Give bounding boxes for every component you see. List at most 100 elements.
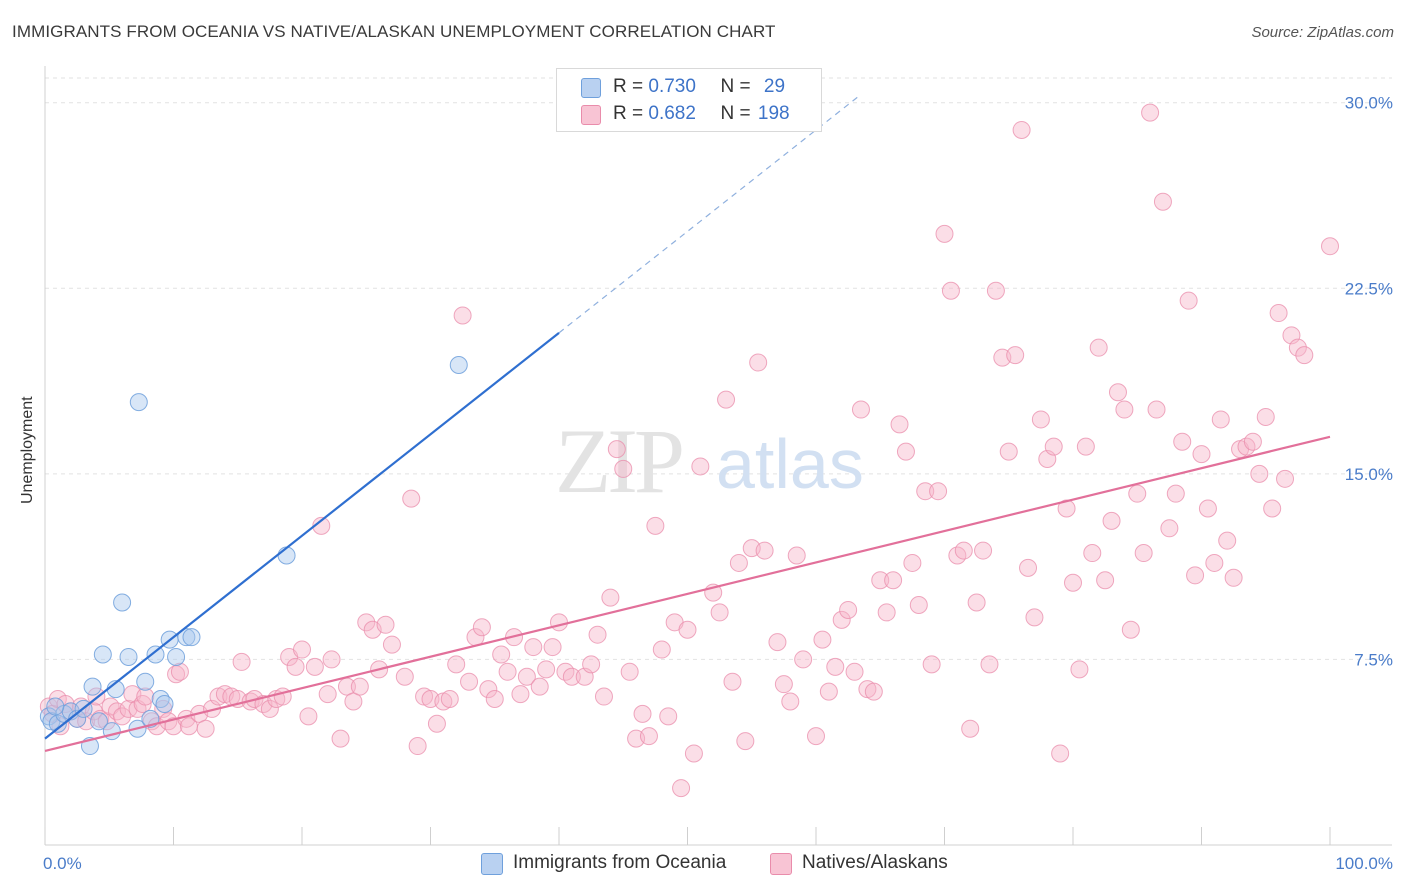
series-legend: Immigrants from Oceania Natives/Alaskans xyxy=(0,851,1406,877)
natives-point xyxy=(322,650,341,669)
legend-swatch-oceania xyxy=(581,78,601,98)
oceania-point xyxy=(93,645,112,664)
y-tick-label: 22.5% xyxy=(1345,279,1393,298)
trendlines xyxy=(44,93,1331,753)
natives-point xyxy=(594,687,613,706)
natives-point xyxy=(517,667,536,686)
natives-point xyxy=(614,459,633,478)
natives-point xyxy=(1083,544,1102,563)
natives-point xyxy=(1192,445,1211,464)
chart-title: IMMIGRANTS FROM OCEANIA VS NATIVE/ALASKA… xyxy=(12,22,776,41)
natives-point xyxy=(1269,304,1288,323)
natives-point xyxy=(350,677,369,696)
natives-point xyxy=(691,457,710,476)
natives-point xyxy=(472,618,491,637)
legend-r-value-natives: 0.682 xyxy=(648,103,696,124)
natives-point xyxy=(498,662,517,681)
natives-point xyxy=(826,657,845,676)
natives-point xyxy=(1276,469,1295,488)
natives-point xyxy=(1121,620,1140,639)
natives-point xyxy=(1173,432,1192,451)
natives-point xyxy=(408,737,427,756)
natives-point xyxy=(1250,464,1269,483)
natives-point xyxy=(1218,531,1237,550)
natives-point xyxy=(607,440,626,459)
natives-point xyxy=(774,675,793,694)
natives-point xyxy=(136,687,155,706)
natives-point xyxy=(710,603,729,622)
x-tick-label: 0.0% xyxy=(43,854,82,873)
natives-point xyxy=(543,638,562,657)
series-swatch-oceania xyxy=(481,853,503,875)
natives-point xyxy=(1166,484,1185,503)
natives-point xyxy=(620,662,639,681)
natives-point xyxy=(1025,608,1044,627)
natives-point xyxy=(749,353,768,372)
natives-point xyxy=(1256,407,1275,426)
natives-point xyxy=(813,630,832,649)
natives-point xyxy=(717,390,736,409)
natives-trendline xyxy=(44,435,1331,753)
natives-point xyxy=(909,596,928,615)
natives-point xyxy=(986,281,1005,300)
series-swatch-natives xyxy=(770,853,792,875)
natives-point xyxy=(1070,660,1089,679)
natives-point xyxy=(1134,544,1153,563)
natives-point xyxy=(479,680,498,699)
natives-point xyxy=(107,702,126,721)
natives-point xyxy=(260,699,279,718)
natives-point xyxy=(1108,383,1127,402)
oceania-points xyxy=(39,356,468,756)
natives-point xyxy=(196,719,215,738)
natives-point xyxy=(839,600,858,619)
natives-point xyxy=(1224,568,1243,587)
natives-point xyxy=(935,224,954,243)
watermark: ZIP atlas xyxy=(555,410,864,512)
legend-swatch-natives xyxy=(581,105,601,125)
natives-point xyxy=(1295,346,1314,365)
oceania-point xyxy=(113,593,132,612)
natives-point xyxy=(729,553,748,572)
natives-point xyxy=(1288,338,1307,357)
natives-point xyxy=(550,613,568,632)
natives-point xyxy=(974,541,993,560)
legend-r-label: R = xyxy=(613,76,644,97)
natives-point xyxy=(864,682,883,701)
natives-point xyxy=(293,640,311,659)
natives-point xyxy=(967,593,986,612)
oceania-point xyxy=(182,628,201,647)
natives-point xyxy=(999,442,1018,461)
natives-point xyxy=(133,694,152,713)
natives-point xyxy=(511,685,530,704)
natives-point xyxy=(588,625,607,644)
natives-point xyxy=(440,690,459,709)
natives-point xyxy=(113,707,132,726)
natives-point xyxy=(1076,437,1095,456)
natives-point xyxy=(1096,571,1115,590)
oceania-point xyxy=(167,647,186,666)
natives-point xyxy=(1057,499,1076,518)
natives-point xyxy=(1051,744,1070,763)
natives-point xyxy=(646,516,665,535)
natives-point xyxy=(639,727,658,746)
watermark-atlas: atlas xyxy=(716,425,864,503)
natives-point xyxy=(736,732,755,751)
oceania-point xyxy=(39,707,58,726)
natives-point xyxy=(1115,400,1134,419)
y-tick-label: 7.5% xyxy=(1354,650,1393,669)
oceania-point xyxy=(177,628,196,647)
natives-point xyxy=(453,306,472,325)
natives-point xyxy=(851,400,870,419)
natives-point xyxy=(633,704,652,723)
natives-point xyxy=(427,714,446,733)
natives-point xyxy=(877,603,896,622)
natives-point xyxy=(1044,437,1063,456)
natives-point xyxy=(884,571,903,590)
legend-r-value-oceania: 0.730 xyxy=(648,76,696,97)
natives-point xyxy=(903,553,922,572)
natives-point xyxy=(768,633,787,652)
natives-point xyxy=(652,640,671,659)
natives-point xyxy=(819,682,838,701)
natives-point xyxy=(896,442,915,461)
natives-point xyxy=(524,638,543,657)
